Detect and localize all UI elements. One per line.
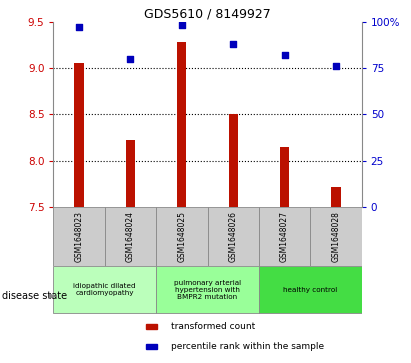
Title: GDS5610 / 8149927: GDS5610 / 8149927	[144, 8, 271, 21]
Bar	[156, 207, 208, 266]
Text: GSM1648023: GSM1648023	[75, 211, 83, 262]
Point	[281, 52, 288, 58]
Text: healthy control: healthy control	[283, 287, 337, 293]
Text: ►: ►	[48, 291, 57, 301]
Bar	[74, 64, 84, 207]
Bar	[146, 344, 157, 350]
Point	[127, 56, 134, 62]
Text: GSM1648024: GSM1648024	[126, 211, 135, 262]
Text: GSM1648025: GSM1648025	[178, 211, 186, 262]
Point	[178, 23, 185, 28]
Point	[333, 63, 339, 69]
Bar	[259, 207, 310, 266]
Text: transformed count: transformed count	[171, 322, 255, 331]
Text: idiopathic dilated
cardiomyopathy: idiopathic dilated cardiomyopathy	[74, 283, 136, 296]
Bar	[126, 140, 135, 207]
Bar	[156, 266, 259, 313]
Text: percentile rank within the sample: percentile rank within the sample	[171, 342, 324, 351]
Bar	[310, 207, 362, 266]
Bar	[146, 323, 157, 329]
Bar	[259, 266, 362, 313]
Point	[76, 24, 82, 30]
Bar	[53, 207, 105, 266]
Text: pulmonary arterial
hypertension with
BMPR2 mutation: pulmonary arterial hypertension with BMP…	[174, 280, 241, 300]
Bar	[280, 147, 289, 207]
Text: GSM1648027: GSM1648027	[280, 211, 289, 262]
Bar	[53, 266, 156, 313]
Text: GSM1648026: GSM1648026	[229, 211, 238, 262]
Text: disease state: disease state	[2, 291, 67, 301]
Bar	[177, 42, 187, 207]
Text: GSM1648028: GSM1648028	[332, 211, 340, 262]
Bar	[208, 207, 259, 266]
Point	[230, 41, 237, 47]
Bar	[331, 187, 341, 207]
Bar	[105, 207, 156, 266]
Bar	[229, 114, 238, 207]
